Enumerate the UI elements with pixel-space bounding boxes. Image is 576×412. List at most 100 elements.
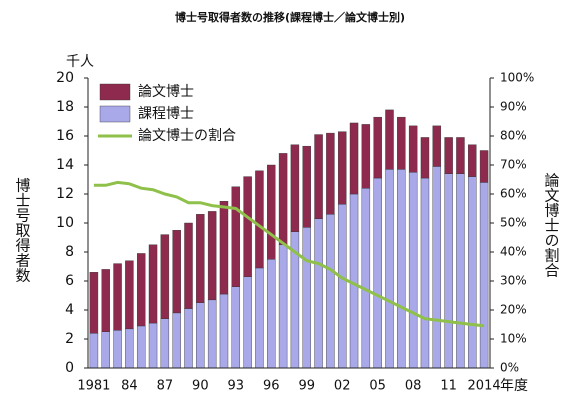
bar xyxy=(255,170,264,269)
bar xyxy=(172,230,181,314)
x-tick-label: 02 xyxy=(334,379,351,394)
bar xyxy=(408,172,418,369)
bar xyxy=(314,218,323,369)
bar xyxy=(349,122,359,195)
x-tick-label: 90 xyxy=(192,379,209,394)
bar xyxy=(172,312,181,369)
bar xyxy=(243,276,252,369)
y2-axis-label: 論文博士の割合 xyxy=(543,173,561,278)
bar xyxy=(397,169,406,369)
bar xyxy=(314,134,323,219)
legend-label: 課程博士 xyxy=(138,105,194,122)
bar xyxy=(184,222,193,309)
bar xyxy=(267,259,276,369)
bar xyxy=(255,267,264,369)
bar xyxy=(207,299,217,369)
bar xyxy=(196,302,205,369)
x-tick-label: 08 xyxy=(405,379,422,394)
bar xyxy=(231,286,241,369)
bar xyxy=(373,116,382,179)
bar xyxy=(89,333,99,369)
bar xyxy=(101,331,110,369)
bar xyxy=(184,308,193,369)
x-tick-label: 11 xyxy=(440,379,457,394)
y2-tick-label: 80% xyxy=(500,129,527,143)
y2-tick-label: 90% xyxy=(500,100,527,114)
legend-swatch xyxy=(99,105,131,123)
bar xyxy=(136,253,146,327)
y-axis-label: 博士号取得者数 xyxy=(14,178,32,283)
bar xyxy=(397,116,406,170)
bar xyxy=(148,244,158,324)
ratio-line xyxy=(93,180,485,328)
legend-label: 論文博士 xyxy=(138,83,194,100)
y2-tick-label: 60% xyxy=(500,187,527,201)
bar xyxy=(408,125,418,173)
bar xyxy=(326,132,335,215)
bar xyxy=(243,176,252,277)
y-tick-label: 6 xyxy=(65,273,74,289)
y-tick-label: 2 xyxy=(65,331,74,347)
bar xyxy=(479,150,489,183)
y2-tick-label: 40% xyxy=(500,245,527,259)
bar xyxy=(125,328,134,369)
bar xyxy=(361,124,371,189)
y2-tick-label: 100% xyxy=(500,71,534,85)
bar xyxy=(278,244,288,369)
bar xyxy=(456,137,465,174)
bar xyxy=(420,137,430,179)
bar xyxy=(302,145,311,228)
bar xyxy=(113,263,122,331)
bar xyxy=(101,269,110,332)
bar xyxy=(337,203,347,369)
bar xyxy=(479,182,489,369)
y2-tick-label: 10% xyxy=(500,332,527,346)
bar xyxy=(456,173,465,369)
bar xyxy=(432,166,442,369)
y2-tick-label: 20% xyxy=(500,303,527,317)
y-unit-label: 千人 xyxy=(66,54,94,70)
bar xyxy=(89,272,99,334)
bar xyxy=(326,214,335,369)
x-tick-label: 05 xyxy=(369,379,386,394)
bar xyxy=(160,318,170,369)
y-tick-label: 4 xyxy=(65,302,74,318)
x-tick-label: 99 xyxy=(298,379,315,394)
bar xyxy=(444,173,453,369)
y-tick-label: 10 xyxy=(56,215,74,231)
bar xyxy=(385,109,394,170)
x-tick-label: 96 xyxy=(263,379,280,394)
x-tick-label: 87 xyxy=(157,379,174,394)
bar xyxy=(196,214,205,303)
x-tick-label: 84 xyxy=(121,379,138,394)
bar xyxy=(302,227,311,369)
y-tick-label: 0 xyxy=(65,360,74,376)
bar xyxy=(385,169,394,369)
bar xyxy=(278,153,288,245)
bar xyxy=(207,211,217,301)
x-tick-label: 2014 xyxy=(468,379,501,394)
bar xyxy=(432,125,442,167)
bar xyxy=(337,131,347,205)
bar xyxy=(231,186,241,288)
bar xyxy=(219,293,229,369)
y-tick-label: 16 xyxy=(56,128,74,144)
y-tick-label: 12 xyxy=(56,186,74,202)
bar xyxy=(160,234,170,319)
bar xyxy=(136,325,146,369)
y-tick-label: 14 xyxy=(56,157,74,173)
chart-title: 博士号取得者数の推移(課程博士／論文博士別) xyxy=(175,10,405,24)
bar xyxy=(444,137,453,174)
legend-swatch xyxy=(99,83,131,101)
bar xyxy=(113,330,122,369)
x-tick-label: 1981 xyxy=(77,379,110,394)
y-tick-label: 18 xyxy=(56,99,74,115)
bar xyxy=(219,201,229,295)
x-axis-label: 年度 xyxy=(500,378,528,394)
bar xyxy=(468,176,477,369)
legend-label: 論文博士の割合 xyxy=(138,127,236,144)
bar xyxy=(125,260,134,330)
y-tick-label: 8 xyxy=(65,244,74,260)
x-tick-label: 93 xyxy=(228,379,245,394)
